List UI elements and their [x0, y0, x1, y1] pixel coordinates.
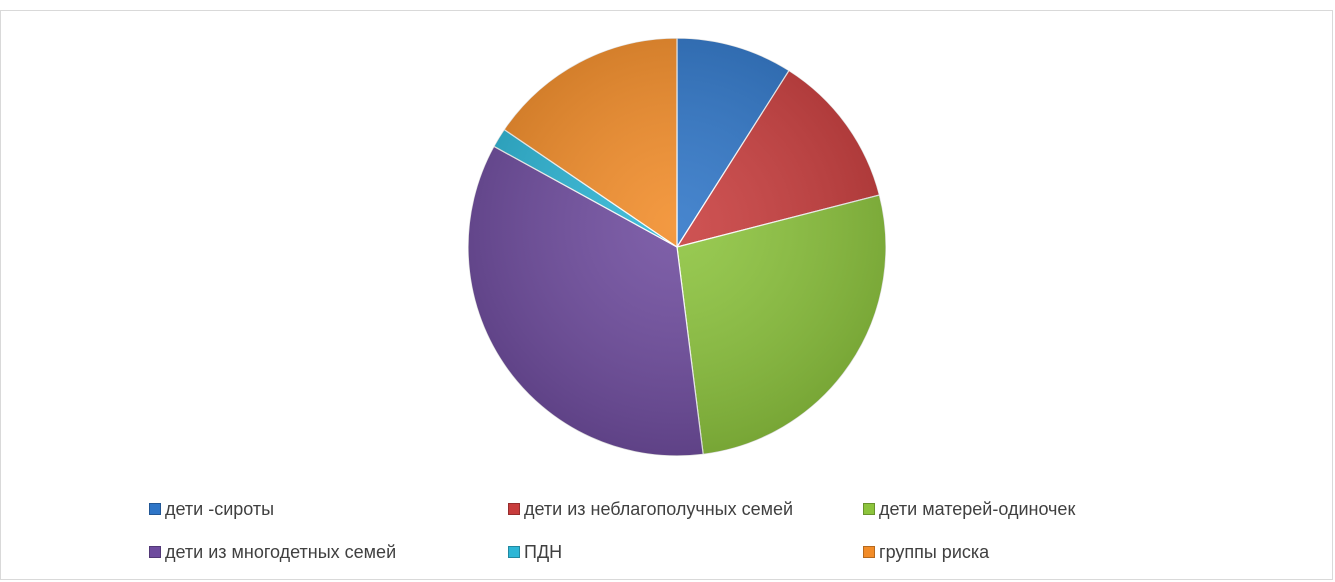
legend-swatch — [149, 546, 161, 558]
legend-item-3: дети матерей-одиночек — [863, 497, 1075, 521]
legend-item-4: дети из многодетных семей — [149, 540, 396, 564]
legend-label: дети -сироты — [165, 498, 275, 519]
legend-swatch — [149, 503, 161, 515]
legend-label: дети из неблагополучных семей — [524, 498, 794, 519]
legend-item-1: дети -сироты — [149, 497, 274, 521]
legend-item-2: дети из неблагополучных семей — [508, 497, 793, 521]
legend-item-6: группы риска — [863, 540, 989, 564]
legend-swatch — [508, 546, 520, 558]
legend-label: группы риска — [879, 541, 990, 562]
legend-swatch — [863, 503, 875, 515]
legend-label: дети матерей-одиночек — [879, 498, 1076, 519]
legend-swatch — [508, 503, 520, 515]
legend-swatch — [863, 546, 875, 558]
legend-item-5: ПДН — [508, 540, 562, 564]
legend-label: дети из многодетных семей — [165, 541, 397, 562]
legend-label: ПДН — [524, 541, 563, 562]
